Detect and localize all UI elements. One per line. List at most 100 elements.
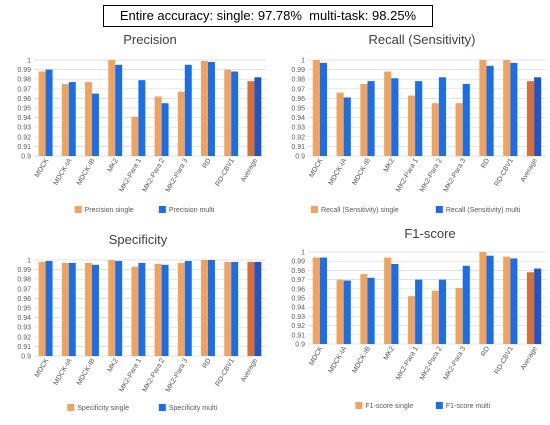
- x-tick-label: MDCK-IB: [351, 345, 372, 374]
- bar-multi: [115, 64, 123, 156]
- y-tick-label: 0.94: [291, 305, 305, 312]
- legend-swatch: [158, 404, 166, 411]
- y-tick-label: 0.99: [17, 67, 31, 74]
- bar-multi: [184, 260, 192, 356]
- x-tick-label: MK2: [107, 357, 120, 373]
- bar-single: [177, 91, 185, 156]
- bar-single: [247, 81, 255, 156]
- x-tick-label: RD: [202, 158, 213, 170]
- y-tick-label: 0.9: [21, 354, 31, 361]
- x-tick-label: MK2-Para 2: [142, 357, 167, 393]
- bar-multi: [438, 77, 447, 156]
- legend-swatch: [355, 402, 363, 409]
- bar-single: [360, 274, 368, 344]
- bar-single: [61, 84, 69, 156]
- x-tick-label: MDCK: [308, 157, 325, 179]
- x-tick-label: MK2-Para 1: [395, 345, 420, 381]
- bar-multi: [462, 265, 470, 344]
- legend-label: Recall (Sensitivity) single: [321, 207, 399, 214]
- x-tick-label: MK2-Para 2: [142, 157, 167, 193]
- y-tick-label: 0.93: [17, 125, 31, 132]
- chart-title: Specificity: [109, 232, 168, 247]
- f1-score-chart: F1-score 0.9 0.91 0.92 0.93 0.94 0.95 0.96 0.97 0…: [276, 222, 548, 420]
- bar-multi: [415, 279, 423, 344]
- recall-chart: Recall (Sensitivity) 0.9 0.91 0.92 0.93 0.94 0…: [276, 28, 548, 220]
- bar-multi: [254, 77, 262, 156]
- y-tick-label: 1: [301, 250, 305, 257]
- bar-multi: [184, 64, 192, 156]
- bar-multi: [45, 69, 53, 156]
- x-tick-label: MK2: [383, 345, 396, 361]
- bar-multi: [231, 71, 239, 156]
- chart-title: Recall (Sensitivity): [369, 32, 476, 47]
- y-tick-label: 0.98: [291, 268, 305, 275]
- x-tick-label: MK2-Para 3: [443, 345, 468, 381]
- bar-single: [201, 260, 208, 356]
- legend-label: F1-score single: [365, 403, 413, 410]
- legend-label: Specificity single: [77, 405, 129, 412]
- bar-multi: [343, 97, 351, 156]
- y-tick-label: 0.94: [17, 115, 31, 122]
- recall-chart-svg: Recall (Sensitivity) 0.9 0.91 0.92 0.93 0.94 0…: [291, 32, 546, 214]
- bar-multi: [161, 264, 169, 356]
- y-tick-label: 0.98: [17, 277, 31, 284]
- x-tick-label: Average: [520, 157, 539, 183]
- y-tick-label: 0.91: [291, 332, 305, 339]
- x-tick-label: RD: [480, 346, 491, 358]
- x-tick-label: MK2-Para 3: [165, 157, 190, 193]
- x-tick-label: MK2-Para 3: [165, 357, 190, 393]
- specificity-chart: Specificity 0.9 0.91 0.92 0.93 0.94 0.95 0.96 0.…: [0, 228, 272, 420]
- x-tick-label: MDCK: [34, 357, 51, 379]
- legend-swatch: [158, 206, 166, 213]
- bar-multi: [138, 80, 146, 156]
- x-tick-label: MDCK-IA: [53, 157, 74, 186]
- bar-multi: [534, 268, 542, 344]
- bar-multi: [343, 280, 351, 344]
- bar-single: [154, 96, 162, 156]
- bar-multi: [319, 257, 328, 344]
- bar-single: [177, 262, 185, 356]
- y-tick-label: 0.95: [291, 106, 305, 113]
- bar-multi: [510, 62, 518, 156]
- bar-single: [336, 279, 344, 344]
- bar-single: [479, 60, 487, 156]
- x-tick-label: MDCK-IA: [328, 345, 349, 374]
- x-tick-label: MDCK-IA: [53, 357, 74, 386]
- precision-chart: Precision 0.9 0.91 0.92 0.93 0.94 0.95 0.96 0.97…: [0, 28, 272, 220]
- y-tick-label: 0.91: [291, 144, 305, 151]
- y-tick-label: 0.92: [17, 134, 31, 141]
- bar-multi: [115, 260, 123, 356]
- bar-single: [85, 82, 92, 156]
- bar-single: [526, 81, 535, 156]
- bar-single: [201, 60, 208, 156]
- bar-multi: [92, 93, 99, 156]
- bar-single: [38, 261, 46, 356]
- precision-chart-svg: Precision 0.9 0.91 0.92 0.93 0.94 0.95 0.96 0.97…: [17, 32, 266, 214]
- chart-title: Precision: [123, 32, 176, 47]
- bar-single: [431, 103, 439, 156]
- legend-swatch: [435, 402, 443, 409]
- bar-multi: [254, 261, 262, 356]
- y-tick-label: 0.97: [291, 277, 305, 284]
- bar-multi: [68, 82, 76, 156]
- bar-single: [38, 71, 46, 156]
- bar-single: [384, 71, 392, 156]
- x-tick-label: MK2-Para 1: [395, 157, 420, 193]
- y-tick-label: 0.97: [17, 86, 31, 93]
- bar-multi: [391, 263, 399, 344]
- y-tick-label: 0.96: [291, 96, 305, 103]
- bar-single: [61, 262, 69, 356]
- y-tick-label: 0.97: [17, 286, 31, 293]
- y-tick-label: 0.96: [17, 296, 31, 303]
- bar-multi: [231, 261, 239, 356]
- bar-single: [360, 84, 368, 156]
- bar-single: [108, 260, 116, 356]
- bar-multi: [319, 62, 328, 156]
- bar-multi: [367, 81, 375, 156]
- bar-single: [131, 266, 139, 356]
- y-tick-label: 0.93: [291, 125, 305, 132]
- y-tick-label: 0.9: [295, 154, 305, 161]
- y-tick-label: 0.9: [295, 342, 305, 349]
- bar-single: [407, 95, 416, 156]
- bar-multi: [510, 258, 518, 344]
